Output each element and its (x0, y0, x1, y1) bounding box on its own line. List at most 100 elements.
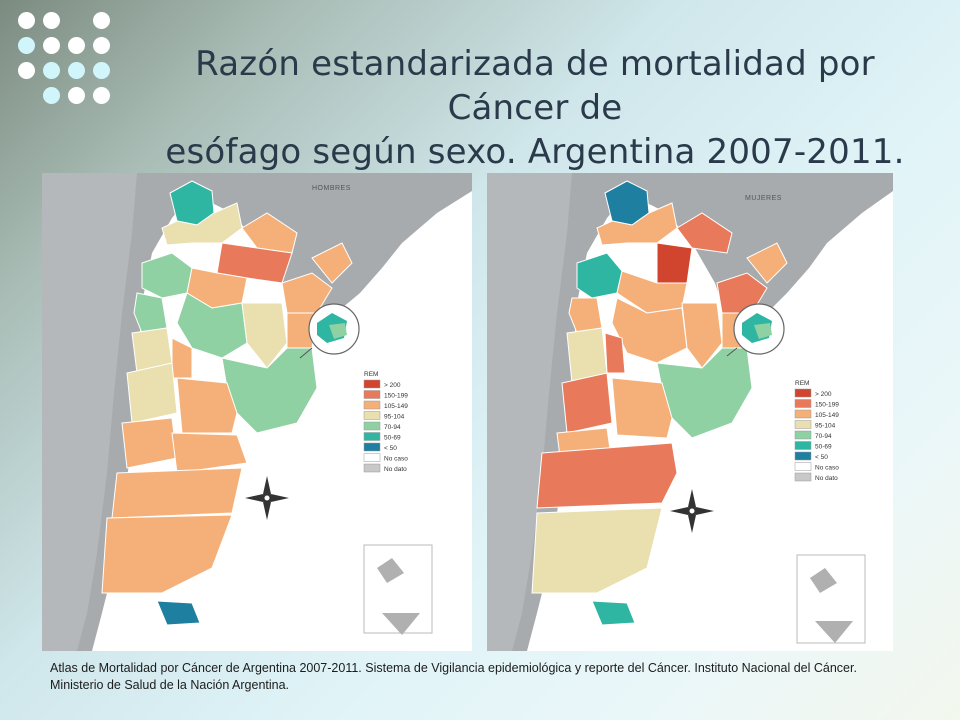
province-formosa (241, 212, 298, 254)
province-salta (596, 202, 678, 246)
province-san-luis (604, 332, 626, 374)
legend-swatch (794, 441, 812, 450)
legend-swatch (363, 453, 381, 462)
province-santa-cruz (101, 514, 233, 594)
decorative-dot (43, 12, 60, 29)
legend-swatch (794, 430, 812, 440)
legend-label: > 200 (384, 382, 401, 389)
legend-swatch (794, 472, 812, 482)
decorative-dot (18, 12, 35, 29)
province-misiones (746, 242, 788, 284)
province-chaco (656, 242, 693, 284)
legend-title: REM (364, 371, 378, 378)
legend-label: 50-69 (384, 435, 401, 442)
province-rio-negro (171, 432, 248, 474)
province-santa-fe (681, 302, 723, 369)
province-chubut-santa-cruz (531, 507, 663, 594)
legend-label: 105-149 (384, 403, 408, 410)
legend-label: No caso (384, 456, 408, 463)
province-tierra-del-fuego (591, 600, 636, 626)
legend-label: 150-199 (384, 393, 408, 400)
legend-swatch (794, 420, 812, 429)
decorative-dot (43, 37, 60, 54)
province-neuquen (121, 417, 178, 469)
legend-swatch (363, 463, 381, 473)
decorative-dot (68, 87, 85, 104)
legend-label: No dato (815, 475, 838, 482)
decorative-dot (18, 62, 35, 79)
zoom-arrow (299, 347, 313, 359)
province-cordoba (611, 297, 688, 364)
zoom-caba-fill2 (754, 323, 772, 339)
decorative-dot (93, 12, 110, 29)
legend-label: 70-94 (815, 433, 832, 440)
decorative-dot (93, 62, 110, 79)
inset-islands (377, 558, 404, 583)
decorative-dot (43, 87, 60, 104)
province-mendoza (561, 372, 613, 434)
zoom-caba-fill2 (329, 323, 347, 339)
legend-swatch (363, 390, 381, 399)
legend-swatch (794, 399, 812, 408)
map-mujeres: MUJERES REM > 200 150-199 105-149 95-104 70-9… (487, 173, 893, 651)
legend-label: No caso (815, 465, 839, 472)
legend-label: 105-149 (815, 412, 839, 419)
legend-swatch (794, 388, 812, 398)
legend-swatch (363, 400, 381, 410)
province-rio-negro (536, 442, 678, 509)
legend-label: > 200 (815, 391, 832, 398)
legend-swatch (363, 379, 381, 389)
legend-label: No dato (384, 466, 407, 473)
decorative-dot (68, 37, 85, 54)
source-caption: Atlas de Mortalidad por Cáncer de Argent… (50, 661, 857, 692)
map-title-hombres: HOMBRES (312, 185, 351, 192)
legend-label: 95-104 (384, 414, 405, 421)
map-title-mujeres: MUJERES (745, 195, 782, 202)
legend-swatch (363, 432, 381, 441)
legend-hombres: REM > 200 150-199 105-149 95-104 70-94 50-69 < … (363, 371, 408, 473)
legend-label: 50-69 (815, 444, 832, 451)
chile-coast (42, 173, 137, 651)
legend-mujeres: REM > 200 150-199 105-149 95-104 70-94 50-69 < … (794, 380, 839, 482)
map-hombres: HOMBRES REM > 200 150-199 105-149 95-104 70-9… (42, 173, 472, 651)
map-mujeres-panel: MUJERES REM > 200 150-199 105-149 95-104 70-9… (487, 173, 893, 651)
province-salta (161, 202, 243, 246)
chile-coast (487, 173, 572, 651)
decorative-dot-grid (18, 12, 118, 112)
legend-swatch (794, 462, 812, 471)
legend-label: < 50 (815, 454, 828, 461)
decorative-dot (68, 62, 85, 79)
province-cordoba (176, 292, 248, 359)
decorative-dot (93, 87, 110, 104)
province-corrientes (281, 272, 333, 314)
province-la-pampa (611, 377, 673, 439)
legend-swatch (363, 421, 381, 431)
decorative-dot (93, 37, 110, 54)
legend-swatch (794, 409, 812, 419)
compass-rose-icon (670, 489, 714, 533)
province-san-luis (171, 337, 193, 379)
province-mendoza (126, 362, 178, 424)
zoom-arrow (726, 347, 738, 357)
legend-label: 70-94 (384, 424, 401, 431)
compass-rose-icon (245, 476, 289, 520)
legend-swatch (363, 442, 381, 452)
province-tierra-del-fuego (156, 600, 201, 626)
title-line-1: Razón estandarizada de mortalidad por Cá… (195, 44, 875, 128)
legend-title: REM (795, 380, 809, 387)
decorative-dot (18, 37, 35, 54)
province-santa-fe (241, 302, 288, 369)
province-formosa (676, 212, 733, 254)
legend-label: 95-104 (815, 423, 836, 430)
title-line-2: esófago según sexo. Argentina 2007-2011. (165, 132, 905, 172)
legend-swatch (363, 411, 381, 420)
province-la-pampa (176, 377, 238, 434)
slide-title: Razón estandarizada de mortalidad por Cá… (140, 42, 930, 174)
legend-label: 150-199 (815, 402, 839, 409)
legend-label: < 50 (384, 445, 397, 452)
inset-islands (810, 568, 837, 593)
inset-antarctica (382, 613, 420, 635)
map-hombres-panel: HOMBRES REM > 200 150-199 105-149 95-104 70-9… (42, 173, 472, 651)
legend-swatch (794, 451, 812, 461)
province-chubut (111, 467, 243, 519)
